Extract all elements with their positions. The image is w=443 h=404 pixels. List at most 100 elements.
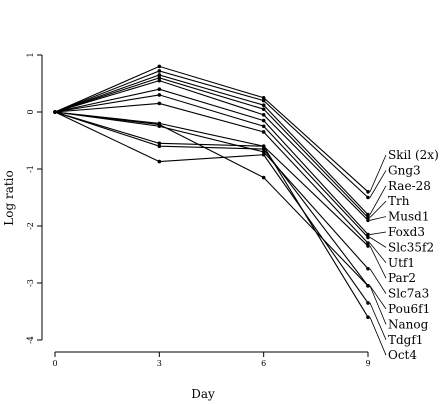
y-axis-title: Log ratio [2,170,16,225]
series-label: Gng3 [388,163,421,177]
series-line [54,111,369,304]
label-leader-line [369,268,387,294]
data-point [157,87,162,91]
x-tick-label: 9 [365,359,370,368]
data-point [366,315,370,320]
series-label: Slc7a3 [388,287,429,301]
x-axis-title: Day [191,387,215,401]
series-label: Utf1 [388,256,415,270]
series-label: Foxd3 [388,225,425,239]
y-tick-label: -2 [26,222,35,230]
y-tick-label: 0 [26,109,35,114]
data-point [157,93,162,97]
series-line [54,102,369,244]
series-line [54,70,369,198]
data-point [261,130,266,134]
data-point [261,98,266,103]
data-point [366,190,370,194]
label-leader-line [369,242,387,264]
series-10 [53,110,370,288]
series-label: Trh [388,194,410,208]
data-point [366,266,370,271]
series-line [54,111,369,247]
series-line [54,77,369,218]
x-tick-label: 6 [261,359,266,368]
series-label: Pou6f1 [388,302,430,316]
data-point [261,144,266,148]
series-label: Nanog [388,317,429,331]
data-point [157,141,162,146]
data-point [366,244,370,248]
data-point [157,122,162,127]
data-point [157,159,162,164]
data-point [157,69,162,73]
series-label: Par2 [388,271,416,285]
data-point [366,215,370,220]
series-line [54,111,369,318]
y-tick-label: -4 [26,336,35,344]
series-line [54,88,369,235]
data-point [366,284,370,288]
series-line [54,65,369,193]
label-leader-line [369,245,387,279]
label-leader-line [369,317,387,356]
data-point [261,103,266,107]
series-label: Rae-28 [388,179,431,193]
data-point [366,301,370,305]
series-label: Tdgf1 [388,333,423,347]
data-point [261,107,266,111]
series-line [54,94,369,238]
x-tick-label: 0 [52,359,57,368]
data-point [157,64,162,69]
data-point [157,144,162,148]
data-point [366,241,370,245]
series-13 [53,110,370,320]
series-line [54,80,369,221]
data-point [261,118,266,123]
data-point [261,113,266,117]
data-point [261,175,266,180]
series-lines [53,64,370,320]
data-point [261,124,266,129]
axes: 1 0 -1 -2 -3 -4 0 3 6 9 [26,52,371,368]
data-point [261,95,266,100]
data-point [366,195,370,200]
data-point [366,212,370,217]
series-line [54,74,369,215]
label-leader-line [369,285,387,310]
series-7 [53,101,370,245]
data-point [366,218,370,223]
label-leader-line [369,200,387,218]
data-point [261,152,266,157]
data-point [366,232,370,237]
series-11 [53,110,370,288]
series-5 [53,87,370,237]
y-tick-label: -1 [26,165,35,173]
label-leader-line [369,302,387,340]
y-tick-label: -3 [26,279,35,287]
series-8 [53,110,370,248]
data-point [157,76,162,80]
label-leader-line [369,185,387,215]
data-point [157,73,162,77]
label-leader-line [369,154,387,192]
series-line [54,111,369,287]
label-leader-line [369,285,387,325]
data-point [157,78,162,83]
series-line [54,111,369,287]
series-label: Musd1 [388,210,430,224]
x-tick-label: 3 [157,359,162,368]
label-leader-line [369,216,387,221]
data-point [53,110,57,114]
label-leader-line [369,170,387,198]
series-label: Slc35f2 [388,240,434,254]
data-point [366,235,370,240]
y-tick-label: 1 [26,52,35,57]
series-label: Skil (2x) [388,148,439,162]
label-leader-line [369,237,387,248]
data-point [157,101,162,106]
series-label: Oct4 [388,348,417,362]
label-leader-line [369,231,387,235]
